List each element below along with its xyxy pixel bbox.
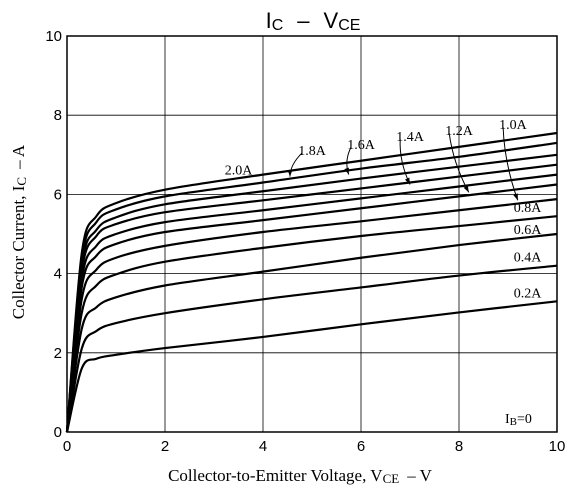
x-tick-label: 0	[63, 438, 71, 455]
curve-label: 1.8A	[298, 144, 327, 159]
ib-zero-label: IB=0	[505, 412, 532, 428]
curve-line	[65, 264, 558, 433]
curve-label: 0.4A	[514, 251, 543, 266]
x-axis-label-main: Collector-to-Emitter Voltage, V	[168, 466, 383, 485]
curve-label: 0.8A	[514, 201, 543, 216]
chart-title: IC – VCE	[266, 8, 361, 34]
curve-label: 1.6A	[347, 138, 376, 153]
curve-line	[65, 232, 558, 433]
curve-label: 1.4A	[396, 130, 425, 145]
x-axis-label: Collector-to-Emitter Voltage, VCE – V	[168, 466, 433, 486]
title-v: V	[324, 8, 339, 33]
curve-label: 0.2A	[514, 286, 543, 301]
x-axis-label-sub: CE	[383, 471, 400, 486]
label-arrow-head	[513, 193, 518, 201]
grid	[67, 36, 557, 432]
y-tick-label: 4	[54, 266, 62, 283]
label-arrow-head	[287, 169, 293, 177]
label-arrow-head	[463, 185, 469, 193]
curve-label: 2.0A	[225, 164, 254, 179]
curve-label: 1.0A	[499, 118, 528, 133]
x-tick-labels: 0 2 4 6 8 10	[63, 438, 565, 455]
x-tick-label: 10	[549, 438, 565, 455]
y-tick-label: 2	[54, 345, 62, 362]
x-tick-label: 2	[161, 438, 169, 455]
title-dash: –	[297, 8, 310, 33]
y-tick-label: 8	[54, 107, 62, 124]
y-axis-label-tail: – A	[9, 144, 28, 170]
label-arrow-head	[344, 167, 349, 175]
curves	[65, 131, 558, 433]
x-tick-label: 6	[357, 438, 365, 455]
curve-line	[65, 215, 558, 433]
curve-line	[65, 131, 558, 433]
label-arrow	[502, 127, 519, 201]
label-arrows	[287, 127, 519, 201]
x-axis-label-tail: – V	[406, 466, 432, 485]
curve-label: 0.6A	[514, 223, 543, 238]
title-i: I	[266, 8, 272, 33]
ib-zero-tail: =0	[517, 412, 532, 427]
y-axis-label-main: Collector Current, I	[9, 185, 28, 319]
ib-zero-sub: B	[510, 416, 517, 428]
x-tick-label: 8	[455, 438, 463, 455]
y-axis-label-sub: C	[14, 177, 29, 186]
curve-line	[65, 198, 558, 433]
y-tick-labels: 0 2 4 6 8 10	[45, 28, 62, 441]
y-tick-label: 6	[54, 186, 62, 203]
plot-area: 2.0A 1.8A 1.6A 1.4A 1.2A 1.0A 0.8A 0.6A 0.4A 0.2A	[65, 35, 558, 433]
curve-label: 1.2A	[445, 124, 474, 139]
curve-line	[65, 300, 558, 433]
label-arrow	[399, 138, 411, 185]
x-tick-label: 4	[259, 438, 267, 455]
ib-zero-i: I	[505, 412, 510, 427]
title-v-sub: CE	[338, 17, 360, 34]
title-i-sub: C	[272, 17, 284, 34]
curve-line	[65, 141, 558, 433]
y-axis-label: Collector Current, IC – A	[9, 144, 29, 319]
curve-labels: 2.0A 1.8A 1.6A 1.4A 1.2A 1.0A 0.8A 0.6A 0.4A 0.2A	[225, 118, 543, 301]
plot-frame	[66, 35, 558, 433]
curve-line	[65, 183, 558, 433]
y-tick-label: 10	[45, 28, 62, 45]
label-arrow-head	[404, 177, 410, 185]
y-tick-label: 0	[54, 424, 62, 441]
